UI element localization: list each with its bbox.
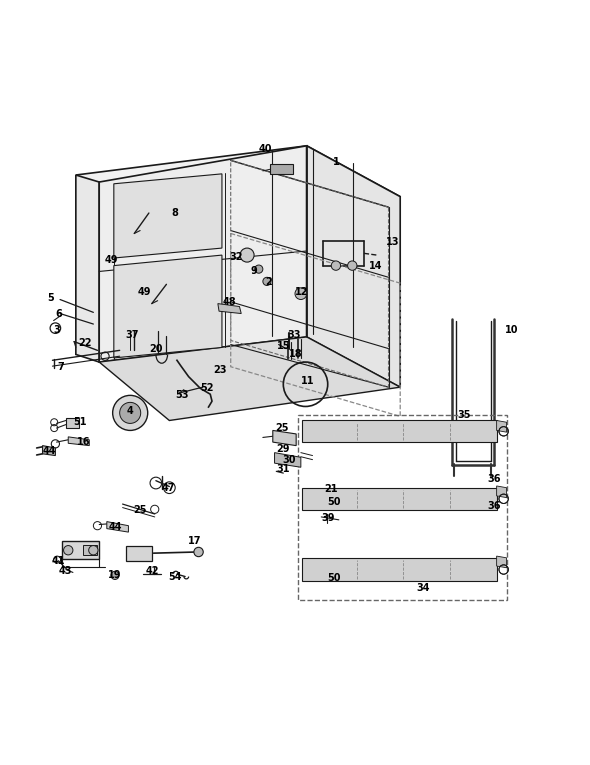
Circle shape [295,288,307,300]
Text: 31: 31 [277,464,290,474]
Polygon shape [68,437,89,446]
Text: 54: 54 [168,571,182,581]
Circle shape [88,545,98,555]
Circle shape [240,248,254,262]
Text: 33: 33 [287,330,300,340]
Text: 29: 29 [277,444,290,454]
Text: 1: 1 [333,157,339,167]
Polygon shape [114,255,222,358]
Text: 25: 25 [276,423,289,433]
Polygon shape [302,488,497,510]
Circle shape [255,265,263,273]
Polygon shape [497,486,507,498]
Text: 20: 20 [149,343,163,353]
Text: 5: 5 [47,293,54,303]
Text: 50: 50 [327,497,340,507]
Text: 19: 19 [108,571,122,581]
Polygon shape [76,175,99,362]
Polygon shape [42,446,55,455]
Circle shape [194,547,203,557]
Text: 41: 41 [51,555,65,566]
Circle shape [348,261,357,270]
Text: 42: 42 [146,565,159,576]
Text: 21: 21 [324,484,338,494]
Text: 3: 3 [53,325,60,335]
Text: 8: 8 [172,208,179,218]
Polygon shape [273,431,296,446]
Text: 12: 12 [295,287,309,297]
Text: 17: 17 [188,536,201,546]
Polygon shape [99,146,307,362]
Text: 52: 52 [201,383,214,393]
Polygon shape [497,556,507,568]
Text: 30: 30 [283,454,296,464]
Text: 36: 36 [487,501,500,511]
Text: 49: 49 [104,255,117,265]
Text: 44: 44 [109,522,122,532]
Text: 47: 47 [162,483,175,493]
Text: 49: 49 [137,287,151,297]
Text: 2: 2 [266,277,272,287]
Text: 22: 22 [78,338,91,348]
Polygon shape [99,337,400,421]
Text: 43: 43 [58,565,72,576]
Text: 14: 14 [369,261,382,271]
Text: 36: 36 [487,474,500,484]
Text: 25: 25 [133,505,147,515]
Text: 48: 48 [223,298,237,308]
Text: 4: 4 [127,405,133,415]
Text: 37: 37 [126,330,139,340]
FancyBboxPatch shape [270,164,293,174]
Polygon shape [274,453,301,467]
Polygon shape [302,421,497,442]
Text: 44: 44 [43,446,56,456]
Circle shape [64,545,73,555]
Text: 15: 15 [277,340,290,350]
Circle shape [113,396,148,431]
Text: 34: 34 [417,583,430,593]
Text: 6: 6 [55,308,63,318]
Polygon shape [76,146,400,226]
Text: 18: 18 [289,350,303,360]
Text: 40: 40 [259,144,273,154]
Circle shape [120,402,140,423]
Text: 32: 32 [230,252,243,262]
Polygon shape [126,546,152,561]
Polygon shape [307,146,400,387]
Polygon shape [66,418,78,428]
Text: 10: 10 [504,325,518,335]
Polygon shape [497,421,507,432]
Text: 35: 35 [458,409,471,420]
Polygon shape [114,174,222,258]
Circle shape [263,277,271,285]
Polygon shape [218,304,241,314]
Circle shape [111,571,119,579]
Text: 13: 13 [386,237,400,247]
Polygon shape [63,542,99,559]
Text: 51: 51 [73,417,87,427]
Circle shape [331,261,340,270]
Text: 11: 11 [301,376,314,386]
Text: 53: 53 [175,390,189,400]
Polygon shape [83,545,97,555]
Polygon shape [107,522,129,532]
Text: 50: 50 [327,573,340,583]
Text: 23: 23 [214,365,227,375]
Text: 7: 7 [58,362,64,372]
Text: 16: 16 [77,437,90,447]
Polygon shape [302,558,497,581]
Text: 9: 9 [251,266,257,276]
Text: 39: 39 [321,513,335,523]
